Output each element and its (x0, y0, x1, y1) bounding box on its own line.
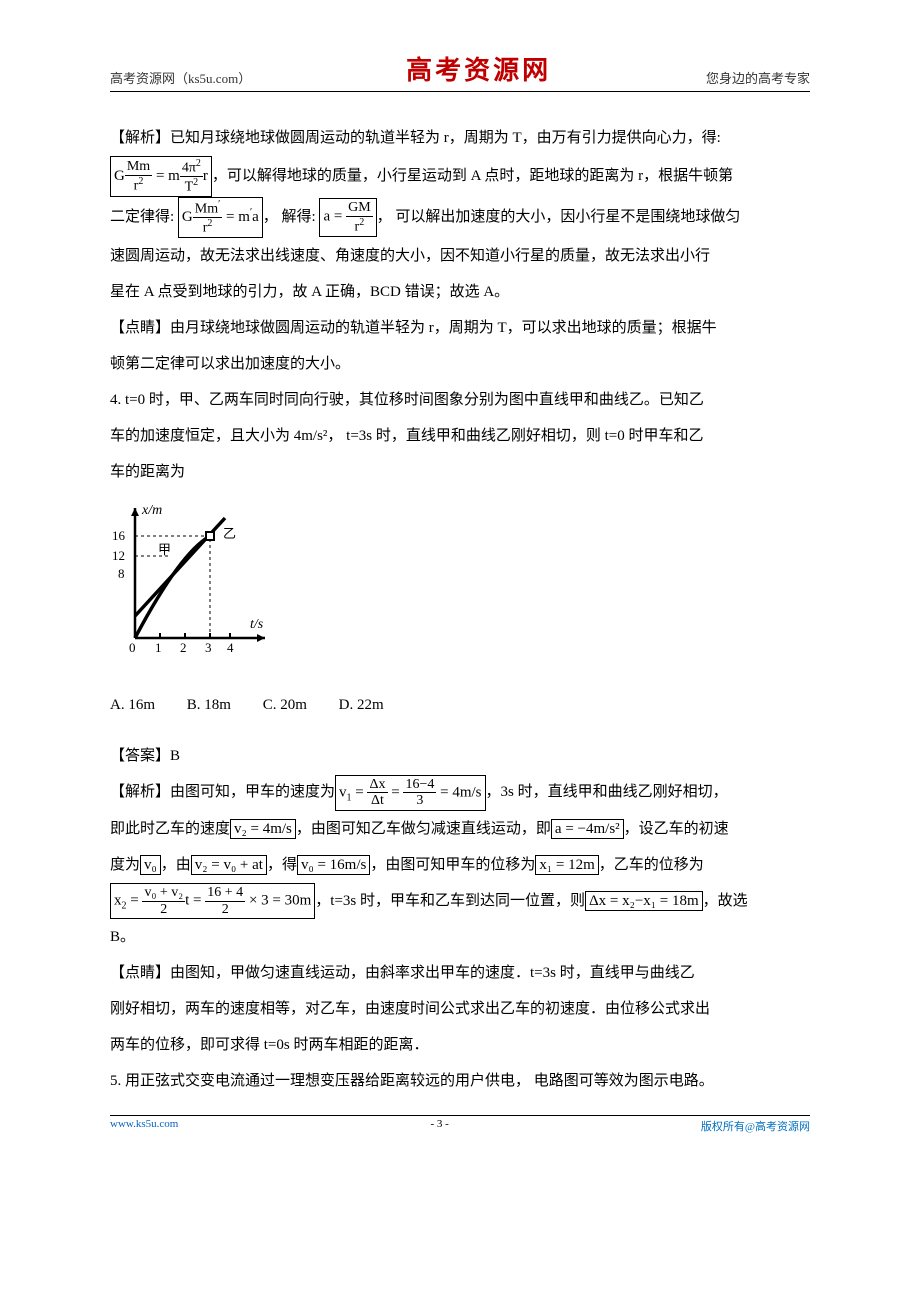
svg-text:2: 2 (180, 640, 187, 655)
svg-text:0: 0 (129, 640, 136, 655)
sol-line-2: 即此时乙车的速度v₂ = 4m/s，由图可知乙车做匀减速直线运动，即a = −4… (110, 811, 810, 847)
formula-v0: v₀ (140, 855, 161, 876)
page-header: 高考资源网（ks5u.com） 高考资源网 您身边的高考专家 (110, 50, 810, 92)
q4b: 车的加速度恒定，且大小为 4m/s²， t=3s 时，直线甲和曲线乙刚好相切，则… (110, 418, 810, 454)
header-brand: 高考资源网 (406, 50, 551, 87)
svg-text:乙: 乙 (223, 526, 236, 541)
header-left: 高考资源网（ks5u.com） (110, 68, 251, 87)
option-a: A. 16m (110, 697, 155, 713)
formula-line-1: GMmr2 = m4π2T2r ，可以解得地球的质量，小行星运动到 A 点时，距… (110, 156, 810, 197)
p3: 速圆周运动，故无法求出线速度、角速度的大小，因不知道小行星的质量，故无法求出小行 (110, 238, 810, 274)
formula-1: GMmr2 = m4π2T2r (110, 156, 212, 197)
header-right: 您身边的高考专家 (706, 68, 810, 87)
formula-dx: Δx = x₂−x₁ = 18m (585, 891, 703, 912)
xt-graph: x/m t/s 16 12 8 甲 乙 0 1 2 3 (110, 498, 810, 672)
sol-line-1: 【解析】由图可知，甲车的速度为 v1 = ΔxΔt = 16−43 = 4m/s… (110, 774, 810, 810)
page-footer: www.ks5u.com - 3 - 版权所有@高考资源网 (110, 1115, 810, 1134)
svg-text:8: 8 (118, 566, 125, 581)
footer-url: www.ks5u.com (110, 1118, 178, 1134)
tip1: 【点睛】由图知，甲做匀速直线运动，由斜率求出甲车的速度．t=3s 时，直线甲与曲… (110, 955, 810, 991)
q4c: 车的距离为 (110, 454, 810, 490)
formula-3: a = GMr2 (319, 198, 376, 236)
p2b: ， 解得: (263, 209, 316, 225)
p5: 【点睛】由月球绕地球做圆周运动的轨道半轻为 r，周期为 T，可以求出地球的质量；… (110, 310, 810, 346)
formula-a: a = −4m/s² (551, 819, 624, 840)
svg-text:16: 16 (112, 528, 126, 543)
svg-text:12: 12 (112, 548, 125, 563)
p4: 星在 A 点受到地球的引力，故 A 正确，BCD 错误；故选 A。 (110, 274, 810, 310)
option-b: B. 18m (187, 697, 231, 713)
formula-v2v0: v₂ = v₀ + at (191, 855, 267, 876)
option-c: C. 20m (263, 697, 307, 713)
footer-copyright: 版权所有@高考资源网 (701, 1118, 810, 1134)
x-axis-label: t/s (250, 617, 264, 632)
formula-x1: x₁ = 12m (535, 855, 598, 876)
p2a: 二定律得: (110, 209, 174, 225)
answer: 【答案】B (110, 738, 810, 774)
formula-2: GMm′r2 = m′a (178, 197, 263, 238)
formula-v2eq: v₂ = 4m/s (230, 819, 296, 840)
xt-graph-svg: x/m t/s 16 12 8 甲 乙 0 1 2 3 (110, 498, 280, 658)
body-content: 【解析】已知月球绕地球做圆周运动的轨道半轻为 r，周期为 T，由万有引力提供向心… (110, 120, 810, 1099)
sol-line-3: 度为v₀，由v₂ = v₀ + at，得v₀ = 16m/s，由图可知甲车的位移… (110, 847, 810, 883)
y-axis-label: x/m (141, 503, 162, 518)
formula-x2: x2 = v₀ + v₂2t = 16 + 42 × 3 = 30m (110, 883, 315, 919)
p1a: 【解析】已知月球绕地球做圆周运动的轨道半轻为 r，周期为 T，由万有引力提供向心… (110, 120, 810, 156)
footer-page-num: - 3 - (430, 1118, 448, 1134)
sol-line-4: x2 = v₀ + v₂2t = 16 + 42 × 3 = 30m ，t=3s… (110, 883, 810, 919)
options-row: A. 16m B. 18m C. 20m D. 22m (110, 687, 810, 723)
formula-v0-16: v₀ = 16m/s (297, 855, 370, 876)
svg-text:1: 1 (155, 640, 162, 655)
document-page: 高考资源网（ks5u.com） 高考资源网 您身边的高考专家 【解析】已知月球绕… (0, 0, 920, 1164)
formula-line-2: 二定律得: GMm′r2 = m′a ， 解得: a = GMr2 ， 可以解出… (110, 197, 810, 238)
svg-text:甲: 甲 (158, 542, 171, 557)
p6: 顿第二定律可以求出加速度的大小。 (110, 346, 810, 382)
p2c: ， 可以解出加速度的大小，因小行星不是围绕地球做匀 (377, 209, 741, 225)
svg-text:3: 3 (205, 640, 212, 655)
tip3: 两车的位移，即可求得 t=0s 时两车相距的距离． (110, 1027, 810, 1063)
tip2: 刚好相切，两车的速度相等，对乙车，由速度时间公式求出乙车的初速度．由位移公式求出 (110, 991, 810, 1027)
p1b: ，可以解得地球的质量，小行星运动到 A 点时，距地球的距离为 r，根据牛顿第 (212, 168, 733, 184)
q4a: 4. t=0 时，甲、乙两车同时同向行驶，其位移时间图象分别为图中直线甲和曲线乙… (110, 382, 810, 418)
formula-v1: v1 = ΔxΔt = 16−43 = 4m/s (335, 775, 486, 811)
option-d: D. 22m (339, 697, 384, 713)
svg-text:4: 4 (227, 640, 234, 655)
sol-line-5: B。 (110, 919, 810, 955)
q5: 5. 用正弦式交变电流通过一理想变压器给距离较远的用户供电， 电路图可等效为图示… (110, 1063, 810, 1099)
